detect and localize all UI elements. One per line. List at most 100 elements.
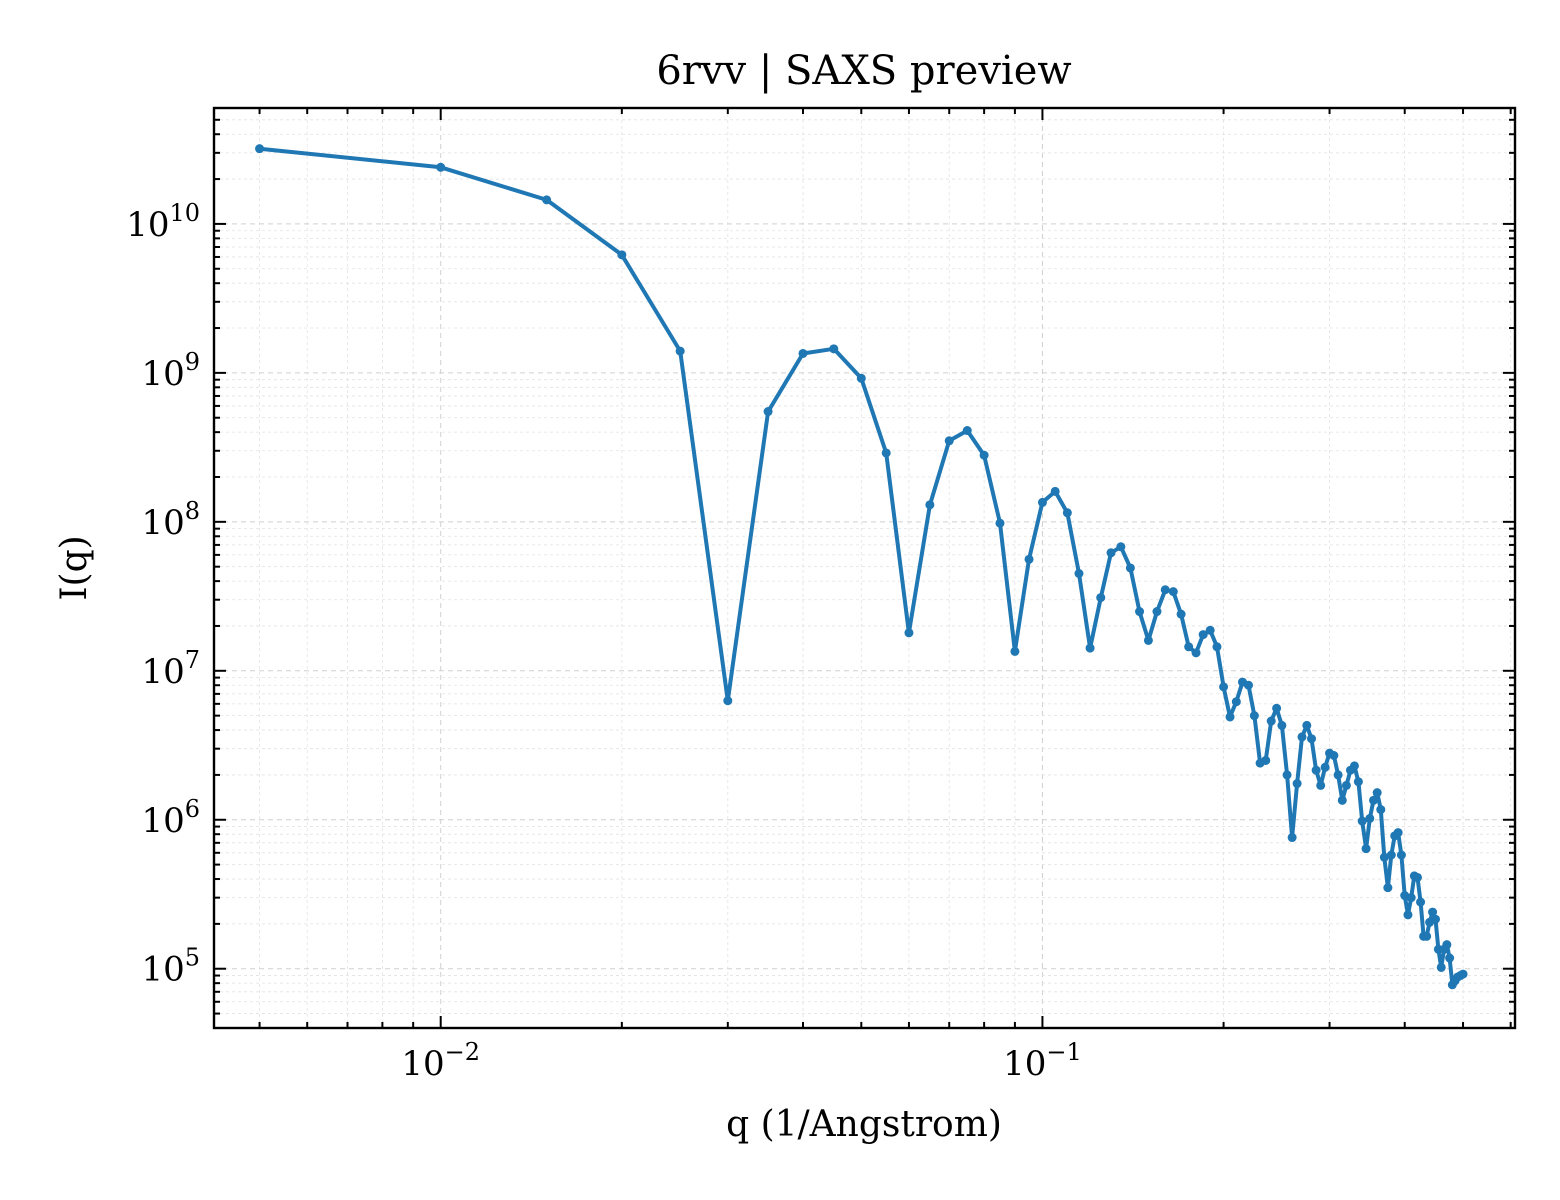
- data-point: [995, 518, 1005, 528]
- data-point: [1212, 642, 1222, 652]
- data-point: [1010, 646, 1020, 656]
- data-point: [1152, 607, 1162, 617]
- data-point: [1329, 751, 1339, 761]
- data-point: [1272, 703, 1282, 713]
- data-point: [944, 436, 954, 446]
- data-point: [255, 144, 265, 154]
- data-point: [1316, 780, 1326, 790]
- y-tick-label: 107: [141, 646, 200, 692]
- data-point: [1311, 765, 1321, 775]
- data-point: [1436, 962, 1446, 972]
- data-point: [1160, 585, 1170, 595]
- data-point: [1292, 779, 1302, 789]
- data-point: [1386, 850, 1396, 860]
- x-tick-label: 10−2: [401, 1038, 480, 1084]
- data-point: [1353, 777, 1363, 787]
- data-point: [1249, 711, 1259, 721]
- data-point: [1372, 788, 1382, 798]
- data-point: [1406, 893, 1416, 903]
- y-tick-label: 105: [141, 944, 200, 990]
- data-point: [1125, 563, 1135, 573]
- data-point: [1341, 780, 1351, 790]
- data-point: [1191, 648, 1201, 658]
- data-point: [1403, 910, 1413, 920]
- y-tick-label: 106: [141, 795, 200, 841]
- data-point: [856, 373, 866, 383]
- data-point: [1219, 682, 1229, 692]
- data-point: [1198, 630, 1208, 640]
- data-point: [925, 500, 935, 510]
- data-point: [1376, 805, 1386, 815]
- data-point: [1176, 609, 1186, 619]
- x-tick-label: 10−1: [1003, 1038, 1082, 1084]
- data-point: [1225, 712, 1235, 722]
- data-point: [829, 344, 839, 354]
- data-point: [1307, 734, 1317, 744]
- chart-title: 6rvv | SAXS preview: [656, 48, 1071, 94]
- data-point: [1357, 816, 1367, 826]
- data-point: [1116, 542, 1126, 552]
- data-point: [1396, 850, 1406, 860]
- data-point: [1024, 554, 1034, 564]
- data-point: [1302, 720, 1312, 730]
- series-layer: [255, 144, 1468, 990]
- data-point: [1287, 833, 1297, 843]
- data-point: [1383, 883, 1393, 893]
- data-point: [723, 696, 733, 706]
- data-point: [798, 348, 808, 358]
- data-point: [1337, 795, 1347, 805]
- data-point: [1431, 914, 1441, 924]
- data-point: [542, 195, 552, 205]
- axis-ticks: 10−2 10−1 105 106 107 108 109 1010: [126, 107, 1515, 1084]
- data-point: [1205, 625, 1215, 635]
- data-point: [617, 250, 627, 260]
- data-point: [1369, 795, 1379, 805]
- plot-frame: [212, 106, 1517, 1030]
- data-point: [1135, 607, 1145, 617]
- data-point: [763, 407, 773, 417]
- data-point: [1062, 508, 1072, 518]
- data-point: [1416, 897, 1426, 907]
- data-point: [1074, 568, 1084, 578]
- data-point: [1096, 593, 1106, 603]
- data-point: [1231, 697, 1241, 707]
- data-point: [881, 448, 891, 458]
- y-tick-label: 1010: [126, 199, 200, 245]
- data-point: [1266, 716, 1276, 726]
- data-point: [962, 426, 972, 436]
- data-point: [1143, 635, 1153, 645]
- data-point: [979, 450, 989, 460]
- data-point: [1442, 940, 1452, 950]
- y-tick-label: 108: [141, 497, 200, 543]
- data-point: [1184, 642, 1194, 652]
- data-point: [904, 628, 914, 638]
- data-point: [1243, 680, 1253, 690]
- data-point: [1037, 497, 1047, 507]
- data-point: [1050, 486, 1060, 496]
- data-point: [1365, 813, 1375, 823]
- data-point: [1297, 732, 1307, 742]
- data-point: [1422, 931, 1432, 941]
- data-point: [675, 346, 685, 356]
- data-point: [1085, 643, 1095, 653]
- data-point: [1428, 907, 1438, 917]
- data-point: [1445, 953, 1455, 963]
- y-axis-label: I(q): [54, 535, 95, 600]
- data-point: [1168, 587, 1178, 597]
- data-point: [1277, 720, 1287, 730]
- data-point: [1361, 844, 1371, 854]
- data-point: [1261, 755, 1271, 765]
- data-point: [1458, 969, 1468, 979]
- data-point: [1349, 761, 1359, 771]
- data-point: [1282, 770, 1292, 780]
- data-point: [1320, 762, 1330, 772]
- x-axis-label: q (1/Angstrom): [726, 1104, 1002, 1145]
- data-point: [1106, 548, 1116, 558]
- data-point: [1393, 828, 1403, 838]
- data-point: [1412, 872, 1422, 882]
- data-point: [436, 162, 446, 172]
- y-tick-label: 109: [141, 348, 200, 394]
- data-point: [1379, 852, 1389, 862]
- data-point: [1333, 770, 1343, 780]
